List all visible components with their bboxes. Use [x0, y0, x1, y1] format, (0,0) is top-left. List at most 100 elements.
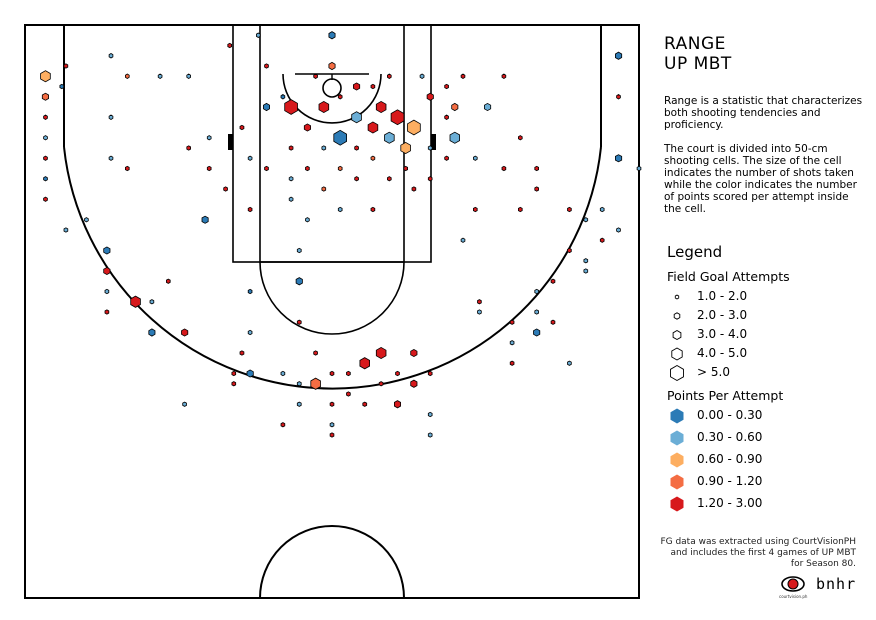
shot-cell	[264, 63, 269, 69]
shot-cell	[427, 145, 433, 151]
legend-size-label: 4.0 - 5.0	[697, 346, 748, 360]
legend-size-marker	[674, 294, 680, 300]
center-circle	[259, 525, 405, 599]
legend-color-title: Points Per Attempt	[667, 388, 784, 403]
shot-cell	[362, 401, 368, 407]
shot-cell	[599, 206, 605, 213]
shot-cell	[583, 258, 589, 264]
description-paragraph-2: The court is divided into 50-cm shooting…	[664, 143, 857, 215]
shot-cell	[43, 135, 48, 141]
shot-cell	[329, 422, 335, 428]
shot-cell	[337, 165, 343, 172]
legend-color-row: 0.30 - 0.60	[667, 429, 857, 447]
shot-cell	[337, 94, 343, 100]
legend-color-row: 1.20 - 3.00	[667, 495, 857, 513]
shot-cell	[390, 109, 405, 126]
shot-cell	[444, 155, 449, 161]
shot-cell	[533, 328, 541, 337]
shot-cell	[550, 278, 556, 284]
shot-cell	[310, 377, 321, 390]
shot-cell	[247, 155, 253, 161]
legend-color-marker	[670, 474, 684, 490]
legend-color-marker	[670, 496, 684, 512]
shot-cell	[288, 176, 294, 182]
shot-cell	[296, 381, 302, 387]
shot-cell	[518, 135, 523, 141]
shot-cell	[550, 319, 556, 325]
shot-cell	[186, 73, 192, 79]
shot-cell	[280, 94, 286, 100]
shot-cell	[370, 155, 376, 161]
restricted-area	[282, 73, 382, 124]
shot-cell	[288, 196, 294, 202]
free-throw-circle	[259, 261, 405, 335]
shot-cell	[148, 328, 156, 337]
title-line-1: RANGE	[664, 34, 726, 54]
shot-cell	[103, 246, 111, 255]
shot-cell	[321, 145, 327, 151]
shot-cell	[518, 206, 523, 213]
shot-cell	[615, 154, 623, 163]
legend-color-label: 1.20 - 3.00	[697, 496, 763, 510]
shot-chart	[24, 24, 642, 599]
shot-cells	[40, 31, 642, 438]
shot-cell	[352, 82, 361, 91]
shot-cell	[460, 237, 466, 243]
legend-size-row: 3.0 - 4.0	[667, 326, 857, 344]
shot-cell	[583, 268, 589, 274]
shot-cell	[255, 32, 261, 38]
shot-cell	[165, 278, 171, 284]
legend-size-title: Field Goal Attempts	[667, 269, 790, 284]
shot-cell	[534, 186, 539, 192]
shot-cell	[130, 295, 141, 308]
shot-cell	[386, 176, 392, 182]
shot-cell	[246, 369, 254, 378]
shot-cell	[375, 100, 387, 114]
shot-cell	[247, 329, 253, 336]
shot-cell	[329, 370, 335, 377]
lane-outer	[232, 24, 432, 263]
shot-cell	[206, 135, 212, 141]
shot-cell	[636, 165, 642, 172]
shot-cell	[509, 340, 515, 346]
shot-cell	[427, 176, 433, 182]
block-right	[431, 134, 436, 150]
shot-cell	[288, 145, 294, 151]
description-paragraph-1: Range is a statistic that characterizes …	[664, 95, 863, 131]
shot-cell	[567, 206, 572, 213]
shot-cell	[472, 206, 478, 213]
shot-cell	[280, 422, 286, 428]
footer-note: FG data was extracted using CourtVisionP…	[660, 537, 856, 569]
legend-color-marker	[670, 452, 684, 468]
shot-cell	[231, 370, 237, 377]
shot-cell	[201, 215, 209, 224]
shot-cell	[247, 206, 253, 213]
shot-cell	[43, 114, 48, 120]
shot-cell	[313, 350, 318, 356]
shot-cell	[206, 165, 212, 172]
shot-cell	[43, 155, 48, 161]
shot-cell	[108, 53, 114, 59]
shot-cell	[63, 63, 69, 69]
shot-cell	[354, 176, 359, 182]
shot-cell	[247, 288, 253, 295]
title-line-2: UP MBT	[664, 54, 732, 74]
legend-size-row: 2.0 - 3.0	[667, 307, 857, 325]
legend-size-row: > 5.0	[667, 364, 857, 382]
logo-text: bnhr	[816, 575, 857, 593]
shot-cell	[264, 165, 269, 172]
shot-cell	[410, 348, 418, 358]
shot-cell	[444, 114, 449, 120]
court-boundary	[24, 24, 640, 599]
shot-cell	[346, 391, 351, 397]
shot-cell	[451, 102, 459, 112]
block-left	[228, 134, 233, 150]
legend-color-row: 0.00 - 0.30	[667, 407, 857, 425]
shot-cell	[227, 42, 233, 49]
shot-cell	[615, 51, 623, 60]
shot-cell	[239, 124, 245, 131]
legend-size-label: 3.0 - 4.0	[697, 327, 748, 341]
shot-cell	[583, 217, 589, 223]
shot-cell	[84, 217, 89, 223]
shot-cell	[375, 346, 387, 360]
